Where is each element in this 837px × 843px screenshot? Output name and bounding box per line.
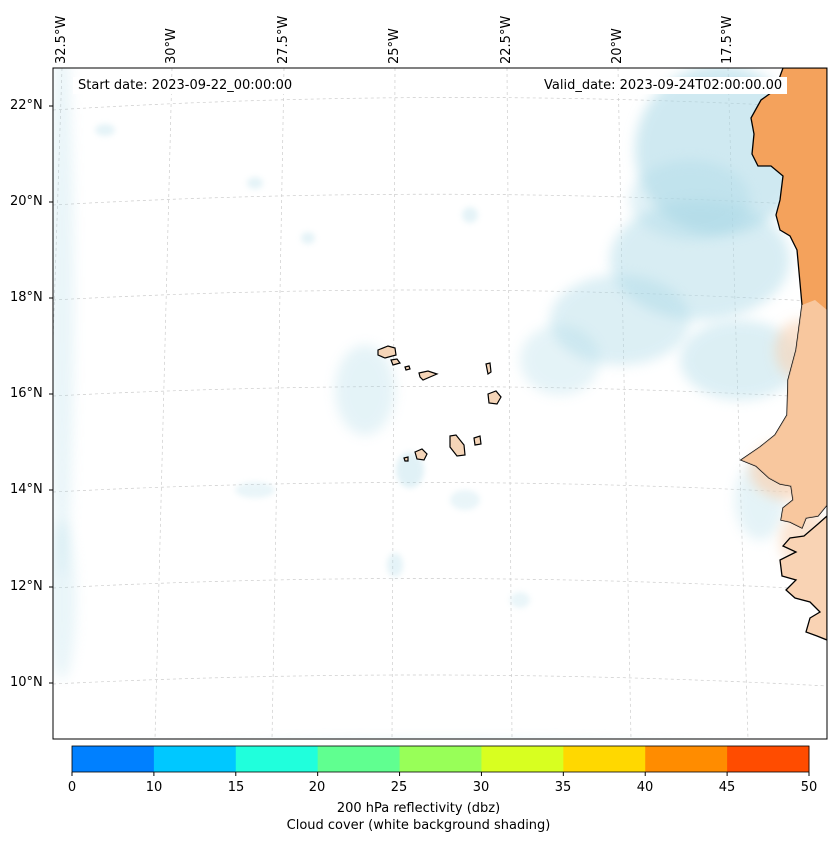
colorbar-tick-25: 25 — [390, 780, 408, 795]
lon-label-32-5w: 32.5°W — [54, 15, 69, 64]
lat-ticks — [49, 105, 53, 684]
colorbar-segment-3 — [317, 746, 401, 772]
island-santa-luzia — [404, 365, 411, 371]
lon-label-17-5w: 17.5°W — [720, 15, 735, 64]
colorbar-frame — [71, 745, 810, 773]
valid-date-label: Valid_date: 2023-09-24T02:00:00.00 — [539, 77, 788, 94]
island-santo-antao — [377, 345, 397, 359]
colorbar-segment-8 — [727, 746, 810, 772]
southern-coast-land — [779, 515, 827, 641]
colorbar-tick-15: 15 — [227, 780, 245, 795]
colorbar-label-reflectivity: 200 hPa reflectivity (dbz) — [336, 801, 501, 816]
lon-label-22-5w: 22.5°W — [499, 15, 514, 64]
cloud-cover-shading — [53, 68, 805, 680]
colorbar-segment-4 — [399, 746, 482, 772]
lat-label-10n: 10°N — [10, 675, 43, 690]
colorbar-tick-0: 0 — [67, 780, 77, 795]
colorbar-segment-0 — [72, 746, 155, 772]
lat-label-14n: 14°N — [10, 482, 43, 497]
lat-label-18n: 18°N — [10, 290, 43, 305]
island-sal — [485, 362, 492, 375]
lon-label-20w: 20°W — [610, 28, 625, 64]
lat-label-12n: 12°N — [10, 579, 43, 594]
lat-label-20n: 20°N — [10, 194, 43, 209]
cape-verde-islands — [377, 345, 502, 462]
colorbar-tick-20: 20 — [308, 780, 326, 795]
island-sao-vicente — [390, 358, 402, 366]
colorbar-ticks — [71, 772, 810, 776]
colorbar-segment-1 — [153, 746, 237, 772]
island-sao-nicolau — [418, 370, 439, 381]
island-boa-vista — [487, 390, 502, 405]
colorbar-tick-45: 45 — [718, 780, 736, 795]
colorbar-tick-35: 35 — [554, 780, 572, 795]
lon-label-30w: 30°W — [164, 28, 179, 64]
map-frame — [52, 67, 828, 740]
colorbar-segment-2 — [235, 746, 319, 772]
start-date-label: Start date: 2023-09-22_00:00:00 — [73, 77, 298, 94]
colorbar-segment-6 — [563, 746, 646, 772]
lat-label-16n: 16°N — [10, 386, 43, 401]
colorbar-tick-40: 40 — [636, 780, 654, 795]
gridlines — [53, 68, 827, 739]
colorbar-segment-7 — [645, 746, 728, 772]
lon-label-25w: 25°W — [387, 28, 402, 64]
island-fogo — [414, 448, 428, 461]
colorbar-tick-50: 50 — [800, 780, 818, 795]
island-brava — [403, 456, 409, 462]
colorbar-tick-30: 30 — [472, 780, 490, 795]
colorbar-tick-10: 10 — [145, 780, 163, 795]
lon-label-27-5w: 27.5°W — [276, 15, 291, 64]
colorbar-label-cloud-cover: Cloud cover (white background shading) — [286, 818, 551, 833]
lat-label-22n: 22°N — [10, 98, 43, 113]
coastal-light-band — [741, 300, 827, 528]
island-maio — [473, 435, 482, 446]
colorbar-segment-5 — [481, 746, 564, 772]
island-santiago — [449, 434, 466, 457]
colorbar — [72, 746, 810, 772]
